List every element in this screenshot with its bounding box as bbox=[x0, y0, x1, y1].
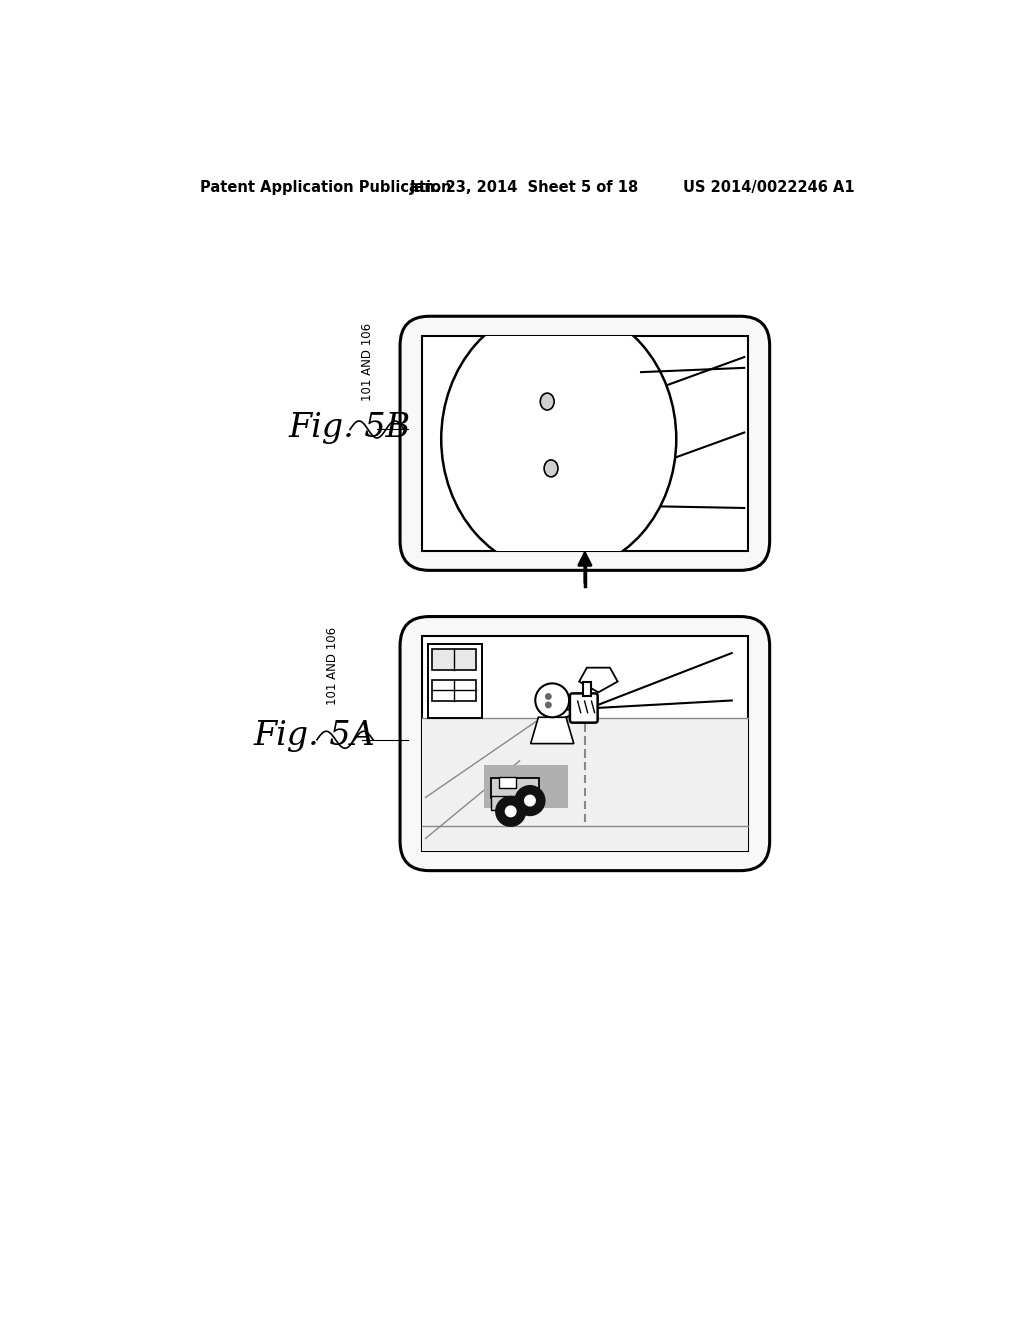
Bar bbox=[422, 718, 749, 851]
Text: Patent Application Publication: Patent Application Publication bbox=[200, 180, 452, 195]
FancyBboxPatch shape bbox=[570, 693, 598, 722]
Bar bbox=[492, 796, 514, 810]
Text: Fig. 5B: Fig. 5B bbox=[289, 412, 411, 444]
Circle shape bbox=[524, 796, 536, 805]
Ellipse shape bbox=[441, 305, 676, 573]
Polygon shape bbox=[530, 717, 573, 743]
Bar bbox=[499, 777, 516, 788]
Ellipse shape bbox=[541, 393, 554, 411]
FancyBboxPatch shape bbox=[400, 317, 770, 570]
Circle shape bbox=[506, 807, 516, 817]
Circle shape bbox=[497, 797, 524, 825]
Circle shape bbox=[516, 787, 544, 814]
Text: 101 AND 106: 101 AND 106 bbox=[326, 627, 339, 705]
Polygon shape bbox=[580, 668, 617, 692]
Polygon shape bbox=[583, 682, 591, 696]
Bar bbox=[428, 644, 481, 718]
Bar bbox=[422, 335, 749, 552]
Text: US 2014/0022246 A1: US 2014/0022246 A1 bbox=[683, 180, 854, 195]
Circle shape bbox=[546, 694, 551, 700]
Text: 101 AND 106: 101 AND 106 bbox=[361, 323, 374, 401]
Text: Jan. 23, 2014  Sheet 5 of 18: Jan. 23, 2014 Sheet 5 of 18 bbox=[411, 180, 639, 195]
Bar bbox=[422, 636, 749, 851]
FancyBboxPatch shape bbox=[400, 616, 770, 871]
Bar bbox=[492, 779, 540, 799]
Circle shape bbox=[546, 702, 551, 708]
Bar bbox=[432, 680, 476, 701]
Bar bbox=[432, 649, 476, 671]
Circle shape bbox=[536, 684, 569, 717]
Ellipse shape bbox=[544, 459, 558, 477]
Bar bbox=[483, 766, 568, 808]
Text: Fig. 5A: Fig. 5A bbox=[254, 719, 376, 752]
